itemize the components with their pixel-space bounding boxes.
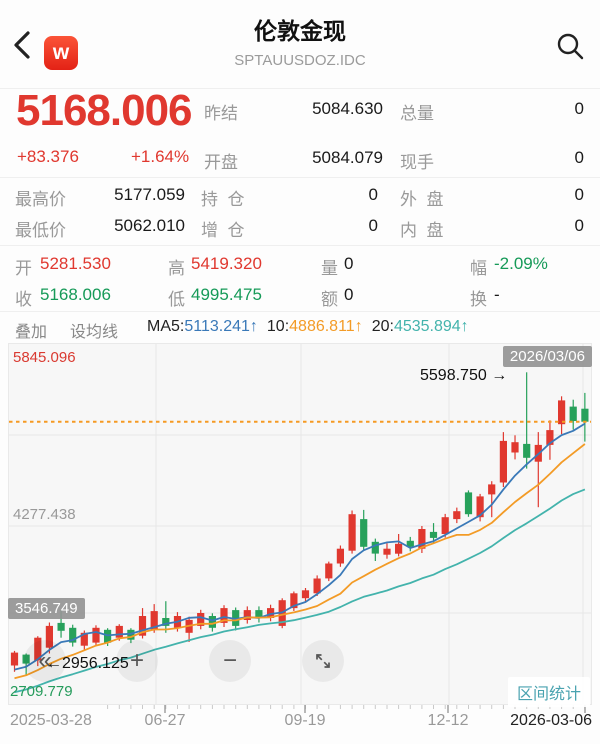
expand-button[interactable] (302, 640, 344, 682)
oi-change-value: 0 (368, 216, 378, 235)
current-volume-label: 现手 (400, 153, 434, 172)
outer-volume-label: 外 盘 (400, 190, 444, 209)
x-axis-labels: 2025-03-28 06-27 09-19 12-12 2026-03-06 (8, 712, 592, 738)
divider (0, 88, 600, 89)
search-icon (557, 33, 584, 60)
open-value: 5084.079 (312, 148, 383, 167)
bar-open-label: 开 (15, 259, 32, 278)
overlay-button[interactable]: 叠加 (15, 324, 48, 341)
ma20-label: 20: (371, 318, 394, 335)
bar-turnover-value: - (494, 285, 500, 304)
price-change: +83.376 (17, 147, 79, 166)
total-volume-label: 总量 (400, 104, 434, 123)
open-interest-label: 持 仓 (201, 190, 245, 209)
ma5-value: 5113.241↑ (184, 318, 258, 335)
x-label-q4: 12-12 (427, 712, 469, 729)
logo-letter: w (52, 41, 70, 64)
minus-icon: − (222, 647, 237, 674)
search-button[interactable] (554, 30, 586, 62)
inner-volume-label: 内 盘 (400, 221, 444, 240)
ma20-value: 4535.894↑ (393, 318, 469, 335)
ma10-label: 10: (266, 318, 290, 335)
x-label-start: 2025-03-28 (10, 712, 92, 729)
prev-settle-value: 5084.630 (312, 99, 383, 118)
zoom-in-button[interactable]: + (116, 640, 158, 682)
low-annotation: ←2956.125 (46, 655, 129, 673)
x-axis-ticks (107, 705, 586, 713)
bar-close-value: 5168.006 (40, 285, 111, 304)
right-arrow-icon: → (491, 367, 508, 384)
bar-low-value: 4995.475 (191, 285, 262, 304)
open-label: 开盘 (204, 153, 238, 172)
bar-amount-label: 额 (321, 290, 338, 309)
candlestick-plot[interactable] (9, 344, 591, 704)
left-arrow-icon: ← (46, 655, 62, 672)
page-title: 伦敦金现 (254, 18, 346, 44)
ma5-label: MA5: (147, 318, 185, 335)
x-label-end: 2026-03-06 (510, 712, 592, 729)
bar-close-label: 收 (15, 290, 32, 309)
y-axis-label-min: 2709.779 (10, 683, 73, 700)
last-price: 5168.006 (16, 86, 193, 135)
oi-change-label: 增 仓 (201, 221, 245, 240)
high-annotation-value: 5598.750 (420, 367, 487, 384)
total-volume-value: 0 (574, 99, 584, 118)
rewind-icon: « (38, 647, 52, 674)
y-axis-label-mid: 4277.438 (13, 506, 76, 523)
y-axis-label-max: 5845.096 (13, 349, 76, 366)
ma10-value: 4886.811↑ (289, 318, 363, 335)
bar-low-label: 低 (168, 290, 185, 309)
low-annotation-value: 2956.125 (62, 655, 129, 672)
x-label-q3: 09-19 (284, 712, 326, 729)
bar-high-value: 5419.320 (191, 254, 262, 273)
divider (0, 311, 600, 312)
wind-app-logo[interactable]: w (44, 36, 78, 70)
divider (0, 245, 600, 246)
bar-amount-value: 0 (344, 285, 354, 304)
divider (0, 177, 600, 178)
open-interest-value: 0 (368, 185, 378, 204)
prev-settle-label: 昨结 (204, 104, 238, 123)
back-chevron-icon (14, 31, 30, 59)
y-axis-label-badge: 3546.749 (8, 598, 85, 619)
instrument-code: SPTAUUSDOZ.IDC (234, 52, 366, 69)
bar-amplitude-label: 幅 (470, 259, 487, 278)
price-change-pct: +1.64% (131, 147, 190, 166)
low-value: 5062.010 (114, 216, 185, 235)
expand-icon (316, 654, 330, 668)
ma5-item: MA5:5113.241↑ (147, 318, 258, 336)
date-badge: 2026/03/06 (502, 346, 592, 367)
zoom-out-button[interactable]: − (209, 640, 251, 682)
bar-open-value: 5281.530 (40, 254, 111, 273)
bar-volume-value: 0 (344, 254, 354, 273)
high-annotation: 5598.750 → (420, 367, 507, 385)
high-label: 最高价 (15, 190, 66, 209)
outer-volume-value: 0 (574, 185, 584, 204)
kline-chart-area[interactable] (8, 343, 592, 705)
plus-icon: + (129, 647, 144, 674)
back-button[interactable] (8, 28, 40, 62)
inner-volume-value: 0 (574, 216, 584, 235)
set-ma-button[interactable]: 设均线 (70, 324, 119, 341)
bar-high-label: 高 (168, 259, 185, 278)
x-label-q2: 06-27 (144, 712, 186, 729)
ma-values: MA5:5113.241↑ 10:4886.811↑ 20:4535.894↑ (147, 318, 469, 336)
high-value: 5177.059 (114, 185, 185, 204)
current-volume-value: 0 (574, 148, 584, 167)
low-label: 最低价 (15, 221, 66, 240)
range-stats-button[interactable]: 区间统计 (507, 677, 590, 707)
ma10-item: 10:4886.811↑ (267, 318, 363, 336)
rewind-button[interactable]: « (24, 640, 66, 682)
bar-amplitude-value: -2.09% (494, 254, 548, 273)
bar-volume-label: 量 (321, 259, 338, 278)
ma20-item: 20:4535.894↑ (372, 318, 469, 336)
bar-turnover-label: 换 (470, 290, 487, 309)
